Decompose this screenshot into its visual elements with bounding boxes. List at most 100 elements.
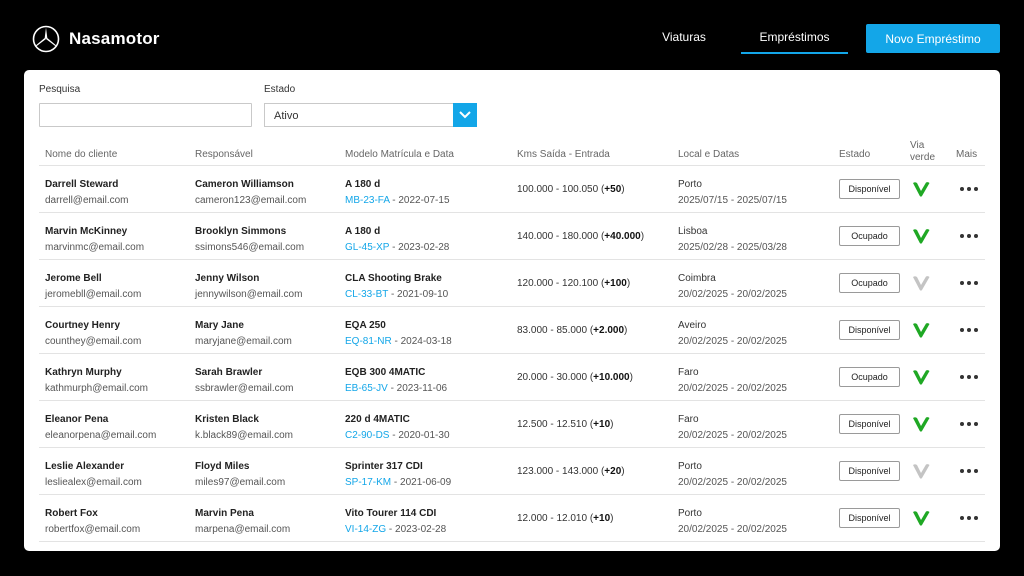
brand[interactable]: Nasamotor — [32, 24, 160, 54]
loan-dates: 20/02/2025 - 20/02/2025 — [678, 289, 787, 300]
client-email: eleanorpena@email.com — [45, 430, 157, 441]
table-row[interactable]: Eleanor Pena eleanorpena@email.com Kristen… — [39, 401, 985, 448]
status-button[interactable]: Disponível — [839, 179, 900, 199]
header-client: Nome do cliente — [45, 149, 118, 160]
via-verde-icon — [913, 276, 930, 291]
search-label: Pesquisa — [39, 84, 81, 95]
table-row[interactable]: Leslie Alexander lesliealex@email.com Floy… — [39, 448, 985, 495]
loan-dates: 20/02/2025 - 20/02/2025 — [678, 336, 787, 347]
client-name: Robert Fox — [45, 508, 98, 519]
status-button[interactable]: Disponível — [839, 461, 900, 481]
table-row[interactable]: Robert Fox robertfox@email.com Marvin Pena… — [39, 495, 985, 542]
header-kms: Kms Saída - Entrada — [517, 149, 610, 160]
more-options-icon[interactable] — [955, 273, 983, 293]
vehicle-plate[interactable]: SP-17-KM — [345, 477, 392, 488]
vehicle-model: EQA 250 — [345, 320, 386, 331]
more-options-icon[interactable] — [955, 367, 983, 387]
kms-close: ) — [621, 466, 625, 477]
status-button[interactable]: Ocupado — [839, 226, 900, 246]
more-options-icon[interactable] — [955, 508, 983, 528]
vehicle-date: - 2022-07-15 — [389, 195, 450, 206]
state-select[interactable]: Ativo — [264, 103, 477, 127]
status-button[interactable]: Ocupado — [839, 273, 900, 293]
header-more: Mais — [956, 149, 978, 160]
vehicle-plate[interactable]: EB-65-JV — [345, 383, 388, 394]
responsible-cell: Sarah Brawler ssbrawler@email.com — [195, 366, 294, 395]
nav-emprestimos[interactable]: Empréstimos — [741, 30, 848, 54]
kms-diff: +100 — [604, 278, 627, 289]
location-cell: Porto 20/02/2025 - 20/02/2025 — [678, 460, 787, 489]
new-loan-button[interactable]: Novo Empréstimo — [866, 24, 1000, 53]
status-button[interactable]: Disponível — [839, 320, 900, 340]
location: Lisboa — [678, 226, 708, 237]
kms-cell: 12.500 - 12.510 (+10) — [517, 419, 613, 430]
more-options-icon[interactable] — [955, 414, 983, 434]
dot — [960, 187, 964, 191]
dot — [960, 516, 964, 520]
responsible-cell: Marvin Pena marpena@email.com — [195, 507, 290, 536]
status-button[interactable]: Disponível — [839, 414, 900, 434]
vehicle-date: - 2023-02-28 — [386, 524, 447, 535]
client-email: darrell@email.com — [45, 195, 129, 206]
vehicle-plate[interactable]: VI-14-ZG — [345, 524, 387, 535]
kms-close: ) — [624, 325, 628, 336]
location-cell: Faro 20/02/2025 - 20/02/2025 — [678, 413, 787, 442]
status-button[interactable]: Ocupado — [839, 367, 900, 387]
vehicle-date: - 2020-01-30 — [389, 430, 450, 441]
vehicle-plate[interactable]: GL-45-XP — [345, 242, 390, 253]
kms-close: ) — [610, 419, 614, 430]
responsible-cell: Floyd Miles miles97@email.com — [195, 460, 285, 489]
client-cell: Jerome Bell jeromebll@email.com — [45, 272, 141, 301]
kms-diff: +10 — [593, 513, 611, 524]
kms-cell: 100.000 - 100.050 (+50) — [517, 184, 625, 195]
search-input[interactable] — [39, 103, 252, 127]
status-button[interactable]: Disponível — [839, 508, 900, 528]
vehicle-plate[interactable]: C2-90-DS — [345, 430, 390, 441]
kms-diff: +50 — [604, 184, 622, 195]
vehicle-model: Sprinter 317 CDI — [345, 461, 423, 472]
location: Faro — [678, 367, 699, 378]
plate-date: EB-65-JV - 2023-11-06 — [345, 382, 447, 395]
via-verde-icon — [913, 511, 930, 526]
dot — [974, 375, 978, 379]
dot — [967, 234, 971, 238]
more-options-icon[interactable] — [955, 226, 983, 246]
plate-date: GL-45-XP - 2023-02-28 — [345, 241, 449, 254]
via-verde-icon — [913, 323, 930, 338]
table-row[interactable]: Kathryn Murphy kathmurph@email.com Sarah B… — [39, 354, 985, 401]
nav-viaturas[interactable]: Viaturas — [662, 30, 706, 44]
more-options-icon[interactable] — [955, 179, 983, 199]
via-verde-icon — [913, 370, 930, 385]
more-options-icon[interactable] — [955, 461, 983, 481]
vehicle-plate[interactable]: MB-23-FA — [345, 195, 390, 206]
loans-panel: Pesquisa Estado Ativo Nome do cliente Re… — [24, 70, 1000, 551]
vehicle-date: - 2021-06-09 — [391, 477, 452, 488]
table-row[interactable]: Darrell Steward darrell@email.com Cameron … — [39, 166, 985, 213]
kms-range: 123.000 - 143.000 ( — [517, 466, 605, 477]
plate-date: CL-33-BT - 2021-09-10 — [345, 288, 448, 301]
loan-dates: 20/02/2025 - 20/02/2025 — [678, 430, 787, 441]
client-cell: Robert Fox robertfox@email.com — [45, 507, 140, 536]
more-options-icon[interactable] — [955, 320, 983, 340]
vehicle-plate[interactable]: CL-33-BT — [345, 289, 389, 300]
plate-date: MB-23-FA - 2022-07-15 — [345, 194, 450, 207]
client-cell: Marvin McKinney marvinmc@email.com — [45, 225, 144, 254]
header-responsible: Responsável — [195, 149, 253, 160]
table-row[interactable]: Marvin McKinney marvinmc@email.com Brookly… — [39, 213, 985, 260]
responsible-cell: Brooklyn Simmons ssimons546@email.com — [195, 225, 304, 254]
location: Aveiro — [678, 320, 707, 331]
client-cell: Darrell Steward darrell@email.com — [45, 178, 129, 207]
top-bar: Nasamotor Viaturas Empréstimos Novo Empr… — [0, 0, 1024, 70]
kms-cell: 20.000 - 30.000 (+10.000) — [517, 372, 633, 383]
vehicle-date: - 2023-11-06 — [387, 383, 448, 394]
dot — [960, 234, 964, 238]
location: Faro — [678, 414, 699, 425]
state-select-value: Ativo — [274, 110, 299, 122]
kms-range: 12.000 - 12.010 ( — [517, 513, 594, 524]
chevron-down-icon[interactable] — [453, 103, 477, 127]
table-row[interactable]: Jerome Bell jeromebll@email.com Jenny Wils… — [39, 260, 985, 307]
table-row[interactable]: Courtney Henry counthey@email.com Mary Jan… — [39, 307, 985, 354]
vehicle-plate[interactable]: EQ-81-NR — [345, 336, 392, 347]
client-cell: Leslie Alexander lesliealex@email.com — [45, 460, 142, 489]
client-name: Leslie Alexander — [45, 461, 125, 472]
